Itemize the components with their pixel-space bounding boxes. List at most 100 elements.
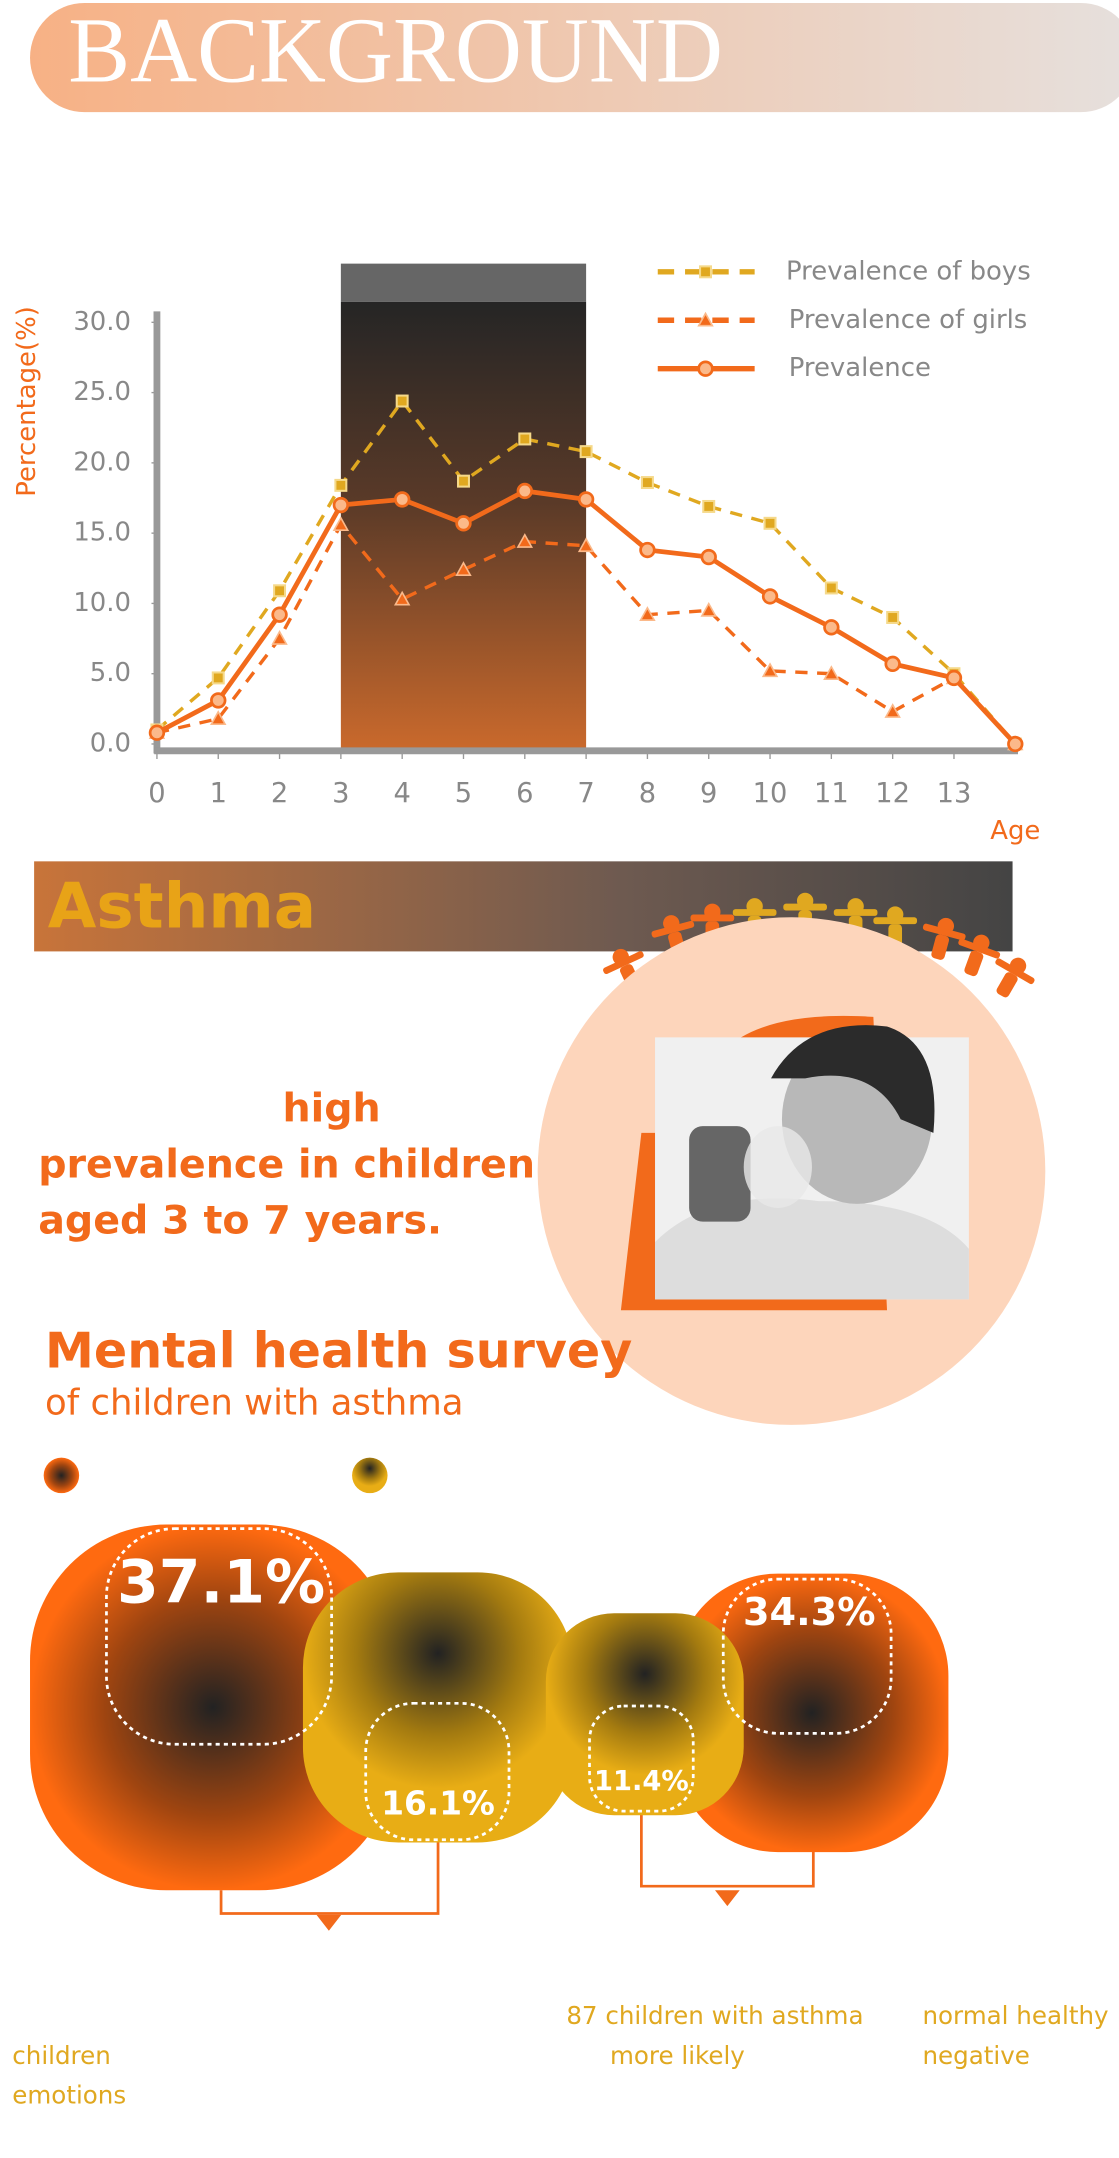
series-line xyxy=(156,521,1017,746)
marker xyxy=(210,692,227,709)
header-bar xyxy=(30,3,1119,113)
note: children xyxy=(12,2041,111,2070)
stat: 11.4% xyxy=(594,1766,689,1797)
bubble xyxy=(545,1613,744,1816)
x-tick-label: 10 xyxy=(753,778,788,809)
marker xyxy=(886,610,900,624)
x-axis-label: Age xyxy=(990,816,1040,846)
legend-label: Prevalence xyxy=(789,353,931,383)
marker xyxy=(945,669,963,687)
marker xyxy=(700,548,717,566)
note: negative xyxy=(922,2041,1029,2070)
marker xyxy=(395,394,409,408)
marker xyxy=(700,601,717,617)
survey-subtitle: of children with asthma xyxy=(45,1382,463,1423)
x-tick-label: 0 xyxy=(148,778,165,809)
marker xyxy=(332,496,350,514)
stat: 16.1% xyxy=(381,1785,495,1823)
marker xyxy=(271,630,288,645)
marker xyxy=(516,482,533,500)
bubbles xyxy=(219,1801,815,1931)
marker xyxy=(823,665,840,680)
stat: 34.3% xyxy=(743,1591,875,1635)
x-tick-label: 8 xyxy=(639,778,656,809)
y-tick-label: 5.0 xyxy=(90,658,131,688)
marker xyxy=(884,655,901,673)
legend-label: Prevalence of boys xyxy=(786,256,1031,286)
marker xyxy=(393,590,411,606)
marker xyxy=(273,584,287,598)
bubble-outlines xyxy=(105,1527,893,1842)
y-tick-label: 25.0 xyxy=(73,377,131,407)
x-tick-label: 1 xyxy=(210,778,227,809)
marker xyxy=(579,445,593,459)
x-tick-label: 11 xyxy=(814,778,849,809)
marker xyxy=(577,491,595,508)
marker xyxy=(823,619,840,636)
marker xyxy=(699,265,712,279)
y-tick-label: 30.0 xyxy=(73,307,131,337)
x-tick-label: 2 xyxy=(271,778,288,809)
legend-label: Prevalence of girls xyxy=(789,305,1028,335)
bubble xyxy=(302,1572,574,1843)
x-tick-label: 5 xyxy=(455,778,472,809)
marker xyxy=(763,516,777,530)
marker xyxy=(1007,735,1024,753)
marker xyxy=(761,662,779,678)
x-tick-label: 6 xyxy=(516,778,533,809)
x-tick-label: 7 xyxy=(577,778,594,809)
marker xyxy=(334,478,348,492)
child-photo xyxy=(620,1015,969,1311)
marker xyxy=(210,710,227,725)
asthma-title: Asthma xyxy=(48,870,316,943)
legend-dot xyxy=(352,1457,388,1494)
marker xyxy=(148,724,166,741)
asthma-line: prevalence in children xyxy=(38,1142,535,1188)
note: 87 children with asthma xyxy=(566,2001,863,2030)
y-tick-label: 0.0 xyxy=(90,728,131,758)
asthma-line: aged 3 to 7 years. xyxy=(38,1197,442,1243)
marker xyxy=(393,491,411,508)
marker xyxy=(457,474,470,488)
marker xyxy=(639,606,656,621)
highlight-band-top xyxy=(340,263,587,302)
note: emotions xyxy=(12,2080,126,2109)
header-title: BACKGROUND xyxy=(68,0,723,103)
survey-title: Mental health survey xyxy=(45,1321,632,1379)
marker xyxy=(332,516,350,531)
x-tick-label: 12 xyxy=(875,778,910,809)
legend-dot xyxy=(43,1457,80,1494)
marker xyxy=(577,537,595,553)
series-line xyxy=(155,398,1017,746)
x-tick-label: 9 xyxy=(700,778,717,809)
x-tick-label: 4 xyxy=(393,778,410,809)
marker xyxy=(518,432,532,446)
marker xyxy=(639,541,656,559)
marker xyxy=(697,311,714,327)
note: normal healthy xyxy=(922,2001,1108,2030)
marker xyxy=(516,533,534,548)
marker xyxy=(702,499,716,513)
y-axis-label: Percentage(%) xyxy=(12,306,42,497)
marker xyxy=(761,588,779,605)
stat: 37.1% xyxy=(117,1548,325,1618)
marker xyxy=(455,515,472,532)
x-tick-label: 3 xyxy=(332,778,349,809)
y-tick-label: 20.0 xyxy=(73,447,131,477)
line-chart: 0.05.010.015.020.025.030.00 1 2 3 4 5 6 7 8 9 10 11… xyxy=(12,256,1041,846)
marker xyxy=(824,581,838,595)
y-tick-label: 15.0 xyxy=(73,518,131,548)
marker xyxy=(640,476,654,490)
marker xyxy=(211,671,225,685)
marker xyxy=(271,606,288,623)
marker xyxy=(455,561,472,576)
x-tick-label: 13 xyxy=(937,778,972,809)
marker xyxy=(884,703,901,718)
bubble xyxy=(30,1524,396,1891)
y-tick-label: 10.0 xyxy=(73,588,131,618)
bubble xyxy=(675,1573,949,1853)
asthma-line: high xyxy=(282,1086,380,1132)
marker xyxy=(697,360,714,377)
note: more likely xyxy=(610,2041,745,2070)
